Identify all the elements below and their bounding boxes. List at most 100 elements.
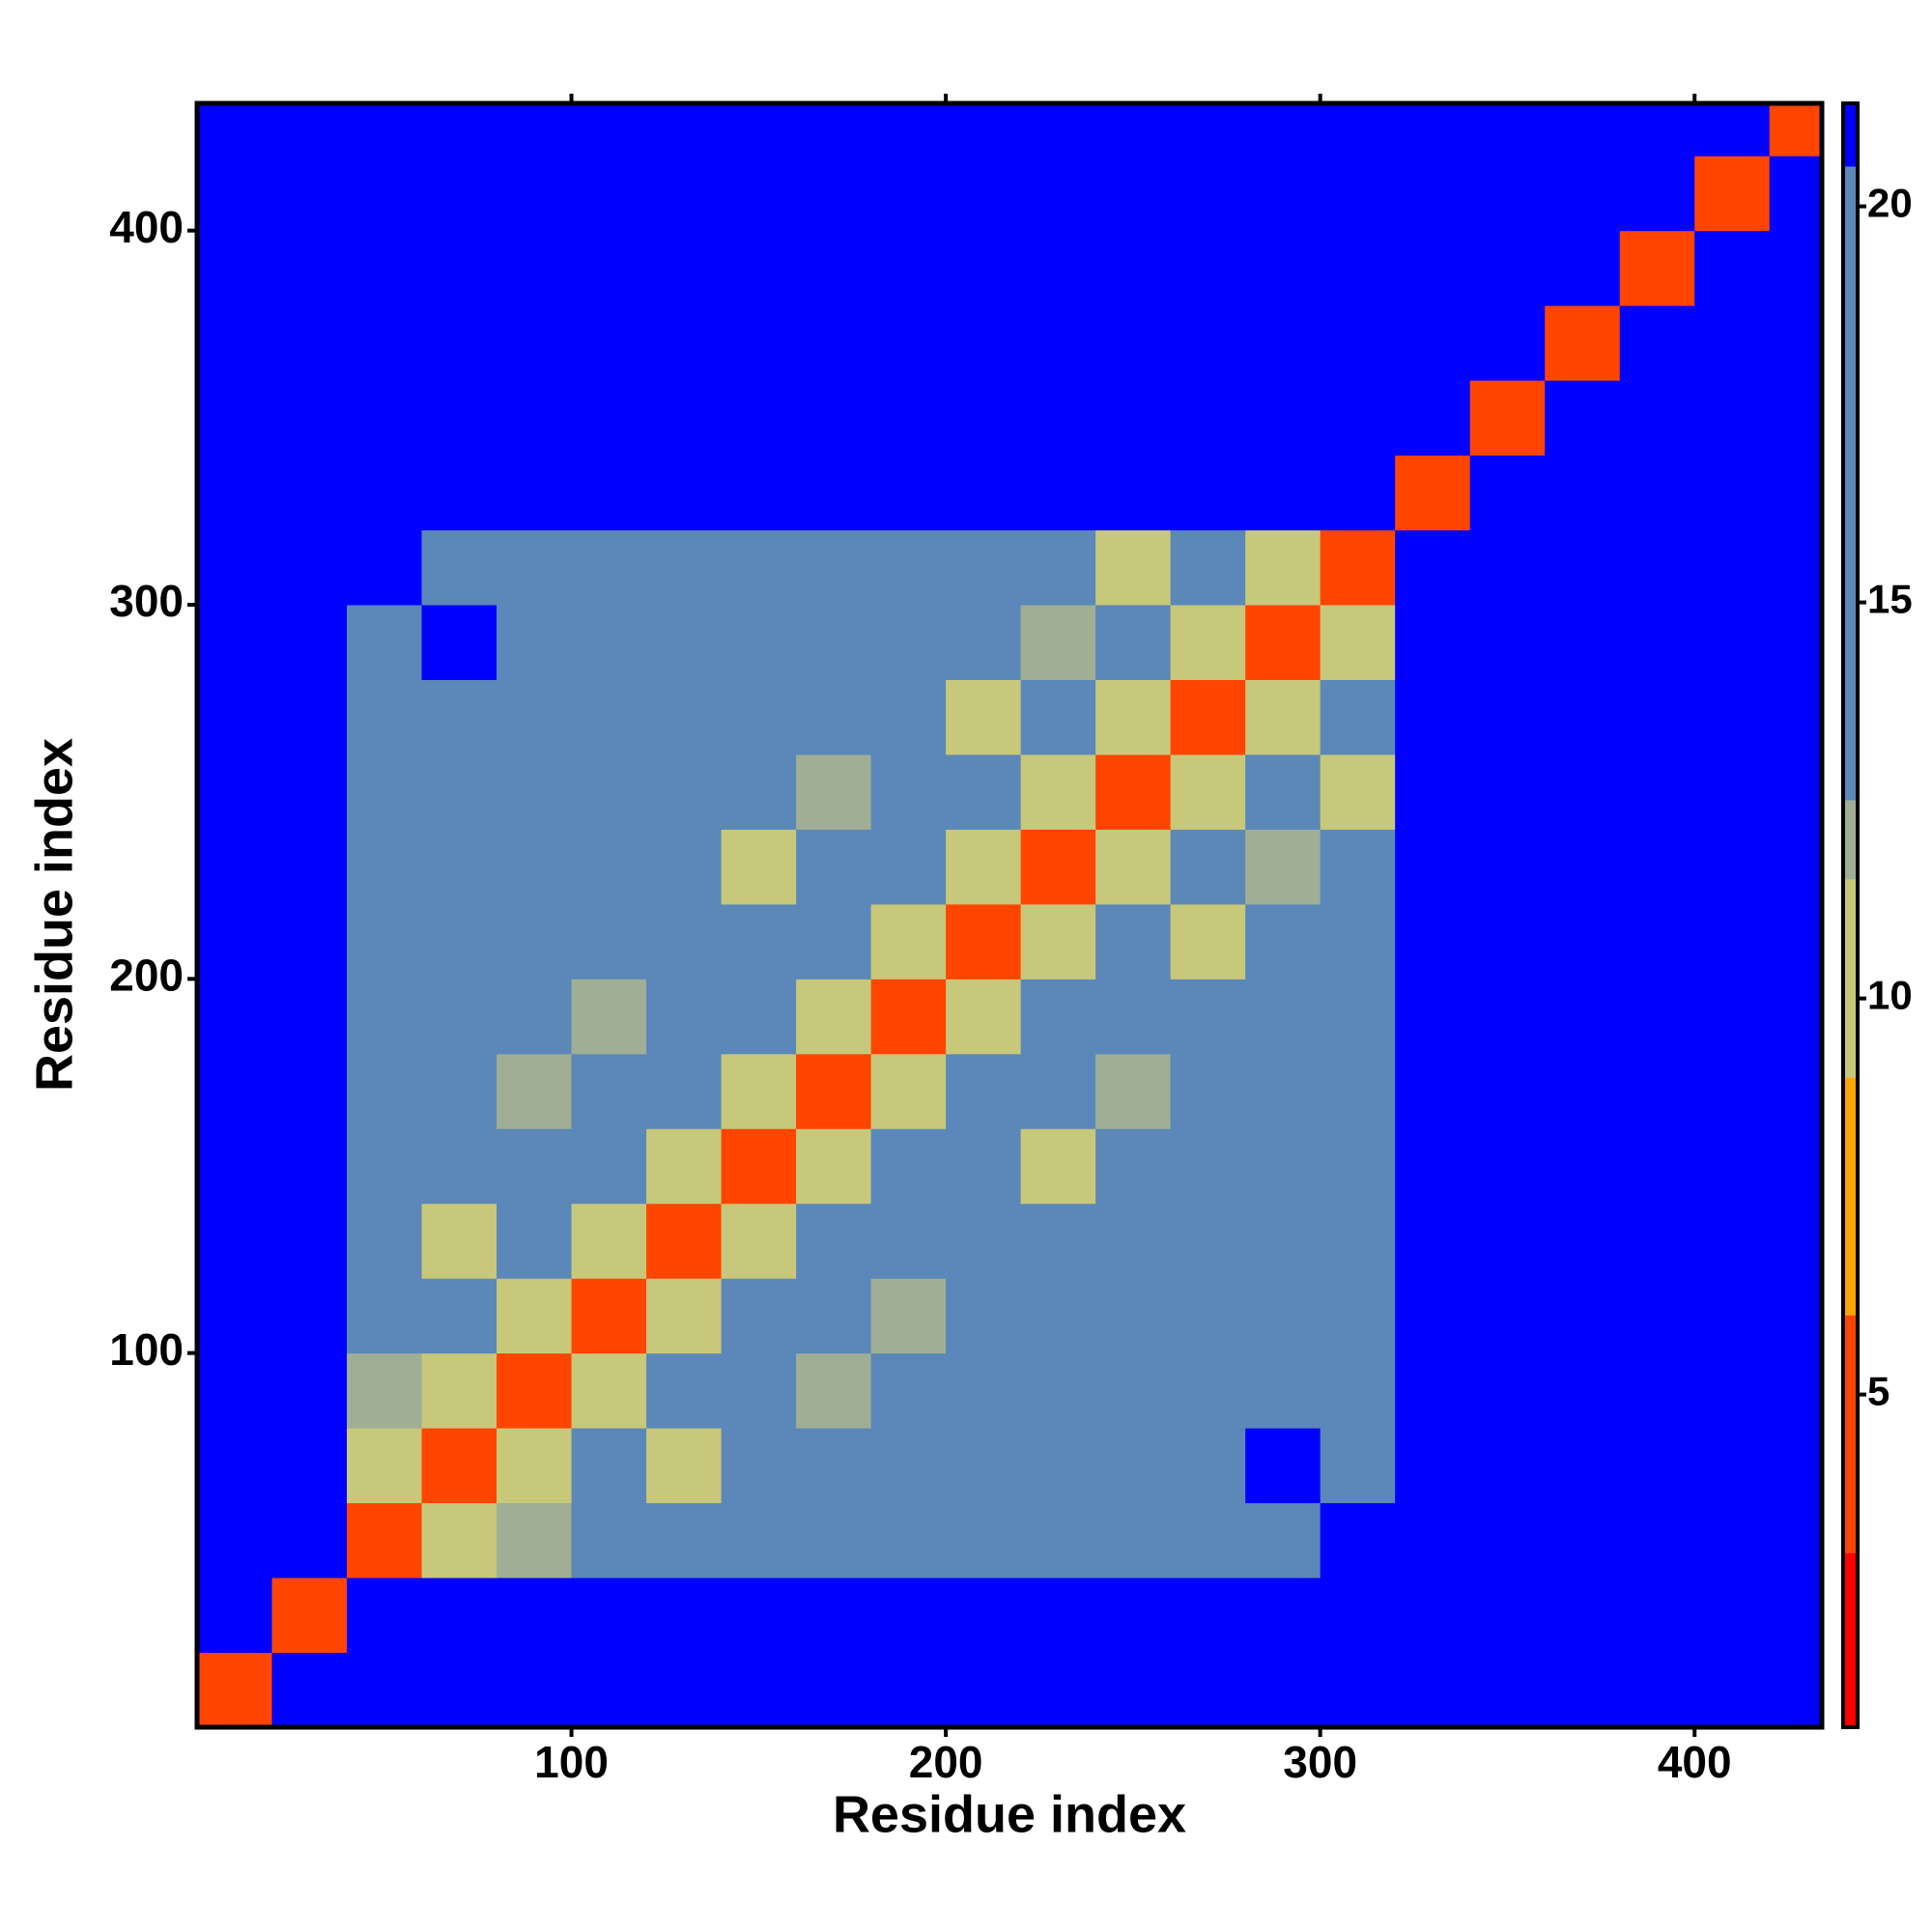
- heatmap-cell: [1395, 156, 1471, 232]
- heatmap-cell: [197, 903, 273, 980]
- heatmap-cell: [1545, 1278, 1621, 1354]
- heatmap-cell: [1469, 753, 1546, 830]
- heatmap-cell: [1469, 979, 1546, 1055]
- heatmap-cell: [1395, 1502, 1471, 1578]
- heatmap-cell: [1020, 1203, 1096, 1279]
- heatmap-cell: [421, 753, 497, 830]
- heatmap-cell: [571, 829, 647, 905]
- heatmap-cell: [1245, 979, 1321, 1055]
- heatmap-cell: [1545, 1428, 1621, 1504]
- heatmap-cell: [197, 1652, 273, 1728]
- heatmap-cell: [271, 679, 348, 755]
- heatmap-cell: [497, 455, 573, 531]
- heatmap-cell: [646, 1652, 723, 1728]
- heatmap-cell: [1769, 1502, 1823, 1578]
- heatmap-cell: [796, 679, 872, 755]
- heatmap-cell: [1469, 455, 1546, 531]
- heatmap-cell: [571, 1053, 647, 1129]
- heatmap-cell: [721, 1428, 797, 1504]
- heatmap-cell: [421, 605, 497, 680]
- heatmap-cell: [1769, 1652, 1823, 1728]
- heatmap-cell: [1619, 1053, 1695, 1129]
- heatmap-cell: [1694, 455, 1771, 531]
- heatmap-cell: [1320, 1053, 1396, 1129]
- heatmap-cell: [421, 230, 497, 306]
- heatmap-cell: [1469, 1128, 1546, 1205]
- heatmap-cell: [1095, 305, 1172, 382]
- heatmap-cell: [347, 1128, 423, 1205]
- heatmap-cell: [1095, 1053, 1172, 1129]
- heatmap-cell: [347, 753, 423, 830]
- heatmap-cell: [347, 1652, 423, 1728]
- heatmap-cell: [1170, 979, 1246, 1055]
- heatmap-cell: [1170, 156, 1246, 232]
- heatmap-cell: [271, 1652, 348, 1728]
- heatmap-cell: [1395, 1128, 1471, 1205]
- heatmap-cell: [1694, 1428, 1771, 1504]
- heatmap-cell: [1545, 455, 1621, 531]
- heatmap-cell: [1469, 1502, 1546, 1578]
- heatmap-cell: [1769, 753, 1823, 830]
- heatmap-cell: [1469, 1428, 1546, 1504]
- heatmap-cell: [421, 1577, 497, 1654]
- x-tick-label: 100: [534, 1737, 609, 1787]
- heatmap-cell: [421, 829, 497, 905]
- heatmap-cell: [347, 529, 423, 606]
- heatmap-cell: [1095, 103, 1172, 156]
- heatmap-cell: [1469, 230, 1546, 306]
- heatmap-cell: [347, 380, 423, 456]
- heatmap-cell: [646, 753, 723, 830]
- heatmap-cell: [1469, 1652, 1546, 1728]
- heatmap-cell: [197, 103, 273, 156]
- heatmap-cell: [1245, 156, 1321, 232]
- heatmap-cell: [1769, 529, 1823, 606]
- heatmap-cell: [497, 380, 573, 456]
- heatmap-cell: [796, 103, 872, 156]
- heatmap-cell: [1694, 103, 1771, 156]
- heatmap-cell: [197, 305, 273, 382]
- heatmap-cell: [1619, 1278, 1695, 1354]
- heatmap-cell: [1769, 605, 1823, 680]
- heatmap-cell: [1545, 605, 1621, 680]
- heatmap-cell: [1170, 1652, 1246, 1728]
- heatmap-cell: [646, 455, 723, 531]
- colorbar-segment: [1843, 800, 1858, 880]
- heatmap-cell: [1545, 380, 1621, 456]
- heatmap-cell: [646, 903, 723, 980]
- heatmap-cell: [1769, 455, 1823, 531]
- heatmap-cell: [271, 305, 348, 382]
- heatmap-cell: [1020, 1652, 1096, 1728]
- heatmap-cell: [571, 1352, 647, 1429]
- heatmap-cell: [1694, 679, 1771, 755]
- heatmap-cell: [497, 156, 573, 232]
- heatmap-cell: [571, 529, 647, 606]
- heatmap-cell: [1619, 305, 1695, 382]
- colorbar-segment: [1843, 166, 1858, 801]
- heatmap-cell: [1095, 1352, 1172, 1429]
- heatmap-cell: [1020, 1128, 1096, 1205]
- heatmap-cell: [1320, 1278, 1396, 1354]
- heatmap-cell: [421, 1652, 497, 1728]
- heatmap-cell: [1245, 753, 1321, 830]
- heatmap-cell: [1170, 305, 1246, 382]
- heatmap-cell: [347, 1278, 423, 1354]
- heatmap-cell: [1545, 1652, 1621, 1728]
- heatmap-cell: [1769, 380, 1823, 456]
- heatmap-cell: [1245, 605, 1321, 680]
- heatmap-cell: [1095, 605, 1172, 680]
- heatmap-cell: [1769, 1577, 1823, 1654]
- heatmap-cell: [1170, 380, 1246, 456]
- heatmap-cell: [1395, 1278, 1471, 1354]
- heatmap-cell: [646, 1053, 723, 1129]
- heatmap-cell: [1469, 1053, 1546, 1129]
- x-tick-label: 400: [1658, 1737, 1732, 1787]
- heatmap-cell: [197, 1203, 273, 1279]
- heatmap-cell: [721, 1053, 797, 1129]
- heatmap-cell: [1095, 979, 1172, 1055]
- heatmap-cell: [721, 156, 797, 232]
- heatmap-cell: [1545, 156, 1621, 232]
- colorbar-segment: [1843, 1077, 1858, 1316]
- heatmap-cell: [1395, 1577, 1471, 1654]
- heatmap-cell: [1245, 1352, 1321, 1429]
- heatmap-cell: [946, 455, 1022, 531]
